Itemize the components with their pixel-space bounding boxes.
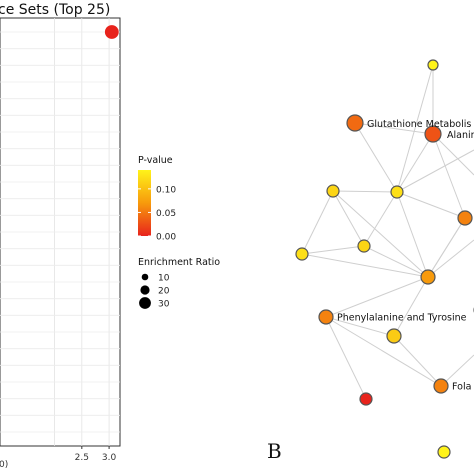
network-edge <box>363 191 398 247</box>
network-node-label: Phenylalanine and Tyrosine <box>337 313 467 324</box>
panel-label-b: B <box>267 439 282 463</box>
plot-title: ce Sets (Top 25) <box>0 2 110 18</box>
network-edge <box>396 191 429 278</box>
size-legend-items: 10 20 30 <box>139 274 170 310</box>
color-legend-title: P-value <box>138 155 173 166</box>
network-edge <box>396 64 434 193</box>
network-edge <box>325 316 395 337</box>
x-tick-label-partial: 0) <box>0 460 8 470</box>
network-edge <box>393 276 429 337</box>
network-edge <box>354 122 434 135</box>
size-legend-label: 10 <box>158 274 170 284</box>
x-axis-ticks: 2.5 3.0 <box>75 446 117 463</box>
color-bar <box>138 170 151 236</box>
network-edge <box>301 245 365 255</box>
network-node <box>433 378 449 394</box>
network-node-label: Fola <box>452 382 471 393</box>
network-node <box>386 328 402 344</box>
size-legend-label: 20 <box>158 287 170 297</box>
network-node <box>295 247 309 261</box>
network-node <box>318 309 334 325</box>
network-edge <box>396 191 466 219</box>
size-legend-title: Enrichment Ratio <box>138 257 220 268</box>
network-edge <box>332 190 398 193</box>
network-node-label: Alanin <box>447 130 474 141</box>
data-points <box>104 25 119 39</box>
network-node <box>326 184 340 198</box>
network-edge <box>301 190 334 255</box>
network-edge <box>396 133 434 193</box>
color-legend-ticks: 0.10 0.05 0.00 <box>138 185 176 243</box>
network-node <box>437 445 451 459</box>
network-edge <box>332 190 429 278</box>
x-tick-label: 3.0 <box>102 453 117 463</box>
network-edge <box>427 217 466 278</box>
network-node <box>457 210 473 226</box>
network-edge <box>325 276 429 318</box>
network-node <box>357 239 371 253</box>
network-node <box>427 59 439 71</box>
color-tick-label: 0.05 <box>156 209 176 219</box>
network-node <box>424 125 442 143</box>
network-edge <box>301 253 429 278</box>
gridlines <box>0 18 120 446</box>
color-tick-label: 0.10 <box>156 185 176 195</box>
size-legend-dot <box>141 273 149 281</box>
network-edge <box>427 239 474 278</box>
network-edge <box>354 122 398 193</box>
dot-plot-panel: ce Sets (Top 25) 2.5 3.0 0) <box>0 2 121 470</box>
color-tick-label: 0.00 <box>156 233 176 243</box>
network-node-label: Glutathione Metabolis <box>367 119 471 130</box>
network-edge <box>325 316 367 400</box>
network-edge <box>325 316 442 387</box>
network-edge <box>332 190 365 247</box>
network-node <box>346 114 364 132</box>
legend: P-value 0.10 0.05 0.00 Enrichment Ratio 10… <box>138 155 220 310</box>
network-edge <box>363 245 429 278</box>
size-legend-dot <box>140 285 150 295</box>
network-node <box>390 185 404 199</box>
network-edge <box>393 335 442 387</box>
network-nodes <box>295 59 474 459</box>
network-node <box>359 392 373 406</box>
x-tick-label: 2.5 <box>75 453 89 463</box>
size-legend-label: 30 <box>158 300 170 310</box>
network-edge <box>432 133 474 176</box>
network-node <box>420 269 436 285</box>
data-point <box>104 25 119 39</box>
network-edge <box>432 133 466 219</box>
size-legend-dot <box>139 297 151 309</box>
network-edge <box>396 149 474 193</box>
network-edges <box>301 64 474 400</box>
